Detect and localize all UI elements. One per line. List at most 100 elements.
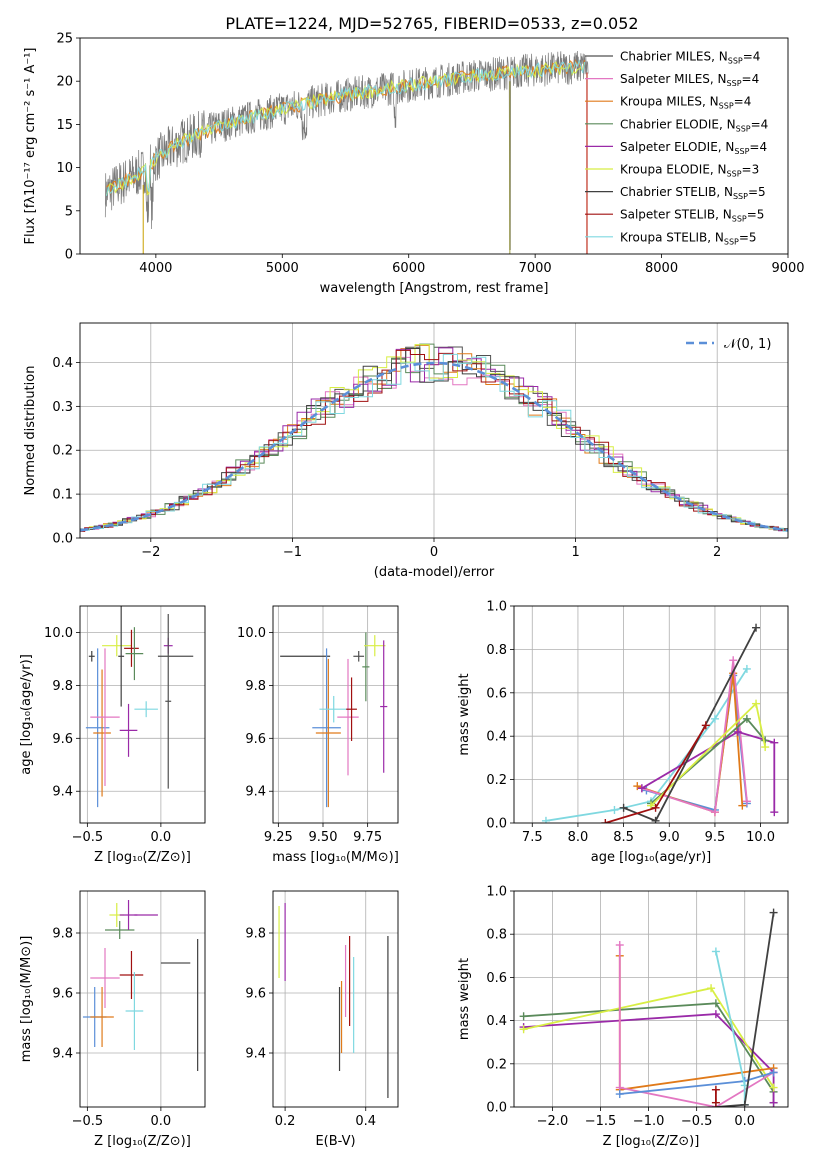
y-tick-label: 10.0 bbox=[44, 626, 73, 641]
legend-entry: Salpeter ELODIE, NSSP=4 bbox=[620, 140, 767, 156]
y-tick-label: 10.0 bbox=[237, 626, 266, 641]
axes-frame bbox=[513, 890, 789, 1108]
x-tick-label: 6000 bbox=[392, 261, 425, 276]
point-marker bbox=[711, 1085, 720, 1094]
y-tick-label: 9.8 bbox=[52, 679, 73, 694]
y-tick-label: 0.8 bbox=[486, 643, 507, 658]
y-tick-label: 0.4 bbox=[486, 1014, 507, 1029]
x-tick-label: 8.0 bbox=[568, 830, 589, 845]
x-tick-label: 7000 bbox=[519, 261, 552, 276]
point-marker bbox=[711, 1098, 720, 1107]
point-marker bbox=[710, 808, 719, 817]
x-axis-label: mass [log₁₀(M/M⊙)] bbox=[272, 850, 399, 865]
errorbars bbox=[278, 903, 389, 1098]
x-tick-label: 0.2 bbox=[275, 1114, 296, 1129]
y-tick-label: 0.6 bbox=[486, 971, 507, 986]
y-tick-label: 9.4 bbox=[52, 785, 73, 800]
legend-entry: Kroupa MILES, NSSP=4 bbox=[620, 95, 751, 111]
point-marker bbox=[761, 743, 770, 752]
x-axis-label: (data-model)/error bbox=[374, 565, 495, 580]
y-tick-label: 9.6 bbox=[245, 987, 266, 1002]
point-marker bbox=[742, 664, 751, 673]
y-tick-label: 0.8 bbox=[486, 928, 507, 943]
spectrum-lines bbox=[104, 50, 589, 254]
x-tick-label: 10.0 bbox=[746, 830, 775, 845]
x-tick-label: 9000 bbox=[771, 261, 804, 276]
x-tick-label: 9.25 bbox=[264, 830, 293, 845]
x-tick-label: 4000 bbox=[139, 261, 172, 276]
y-tick-label: 0.6 bbox=[486, 686, 507, 701]
x-tick-label: −1.0 bbox=[633, 1114, 665, 1129]
x-tick-label: −0.5 bbox=[72, 1114, 104, 1129]
x-tick-label: 0.0 bbox=[151, 830, 172, 845]
series-line bbox=[641, 660, 748, 814]
x-tick-label: 0 bbox=[430, 545, 438, 560]
axes-frame bbox=[272, 605, 399, 824]
point-marker bbox=[711, 999, 720, 1008]
y-axis-label: Flux [fλ10⁻¹⁷ erg cm⁻² s⁻¹ A⁻¹] bbox=[23, 48, 38, 245]
model-legend: Chabrier MILES, NSSP=4 Salpeter MILES, NS… bbox=[585, 50, 768, 246]
point-marker bbox=[633, 782, 642, 791]
y-tick-label: 5 bbox=[65, 204, 73, 219]
axes-frame bbox=[513, 605, 789, 824]
x-axis-label: Z [log₁₀(Z/Z⊙)] bbox=[94, 1134, 191, 1149]
point-marker bbox=[738, 801, 747, 810]
y-tick-label: 0 bbox=[65, 248, 73, 263]
spectrum-panel: 4000 5000 6000 7000 8000 9000 0 5 10 15 20 25 Chabri… bbox=[23, 32, 805, 297]
point-marker bbox=[770, 738, 779, 747]
point-marker bbox=[733, 727, 742, 736]
point-marker bbox=[769, 1083, 778, 1092]
x-tick-label: 9.5 bbox=[705, 830, 726, 845]
x-tick-label: −0.5 bbox=[681, 1114, 713, 1129]
y-tick-label: 0.4 bbox=[52, 356, 73, 371]
legend-entry: Salpeter MILES, NSSP=4 bbox=[620, 72, 759, 88]
legend-entry: Chabrier STELIB, NSSP=5 bbox=[620, 185, 766, 201]
y-tick-label: 0.0 bbox=[486, 817, 507, 832]
axes-frame bbox=[79, 890, 206, 1108]
x-axis-label: wavelength [Angstrom, rest frame] bbox=[320, 281, 549, 296]
x-axis-label: age [log₁₀(age/yr)] bbox=[591, 850, 712, 865]
mass-weight-vs-age-panel: 7.5 8.0 8.5 9.0 9.5 10.0 0.0 0.2 0.4 0.6 0.8 1.0 age… bbox=[457, 600, 789, 865]
x-tick-label: −1 bbox=[283, 545, 302, 560]
point-marker bbox=[701, 721, 710, 730]
y-tick-label: 10 bbox=[56, 161, 73, 176]
x-tick-label: 2 bbox=[713, 545, 721, 560]
legend-entry: Salpeter STELIB, NSSP=5 bbox=[620, 208, 764, 224]
model-spectrum-line bbox=[105, 61, 586, 196]
figure-title: PLATE=1224, MJD=52765, FIBERID=0533, z=0… bbox=[225, 14, 638, 33]
histogram-bars bbox=[80, 343, 788, 533]
y-tick-label: 9.4 bbox=[52, 1047, 73, 1062]
y-tick-label: 9.4 bbox=[245, 1047, 266, 1062]
point-marker bbox=[710, 714, 719, 723]
y-tick-label: 25 bbox=[56, 32, 73, 47]
point-marker bbox=[637, 784, 646, 793]
observed-spectrum-line bbox=[104, 50, 589, 251]
y-tick-label: 9.4 bbox=[245, 785, 266, 800]
point-marker bbox=[742, 714, 751, 723]
point-marker bbox=[742, 797, 751, 806]
x-tick-label: 5000 bbox=[266, 261, 299, 276]
y-tick-label: 0.4 bbox=[486, 730, 507, 745]
legend-entry: Chabrier MILES, NSSP=4 bbox=[620, 50, 760, 66]
point-marker bbox=[752, 623, 761, 632]
point-marker bbox=[740, 1100, 749, 1107]
point-marker bbox=[615, 941, 624, 949]
mass-weight-vs-Z-panel: −2.0 −1.5 −1.0 −0.5 0.0 0.0 0.2 0.4 0.6 0.8 1.0 Z [… bbox=[457, 885, 789, 1149]
x-tick-label: −0.5 bbox=[72, 830, 104, 845]
y-axis-label: mass [log₁₀(M/M⊙)] bbox=[19, 936, 34, 1063]
axes-frame bbox=[79, 322, 789, 539]
x-axis-label: E(B-V) bbox=[315, 1134, 355, 1149]
y-tick-label: 1.0 bbox=[486, 885, 507, 900]
y-tick-label: 0.3 bbox=[52, 400, 73, 415]
age-vs-mass-panel: 9.25 9.50 9.75 9.4 9.6 9.8 10.0 mass [log₁₀(M/M… bbox=[237, 605, 399, 865]
errorbars bbox=[82, 900, 199, 1071]
age-vs-Z-panel: −0.5 0.0 9.4 9.6 9.8 10.0 Z [log₁₀(Z/Z⊙)] age [… bbox=[19, 605, 206, 865]
y-tick-label: 0.0 bbox=[486, 1101, 507, 1116]
model-spectrum-line bbox=[105, 59, 586, 197]
y-axis-label: Normed distribution bbox=[23, 366, 38, 496]
y-tick-label: 9.8 bbox=[52, 927, 73, 942]
y-tick-label: 20 bbox=[56, 75, 73, 90]
series-line bbox=[650, 717, 766, 805]
y-tick-label: 1.0 bbox=[486, 600, 507, 615]
